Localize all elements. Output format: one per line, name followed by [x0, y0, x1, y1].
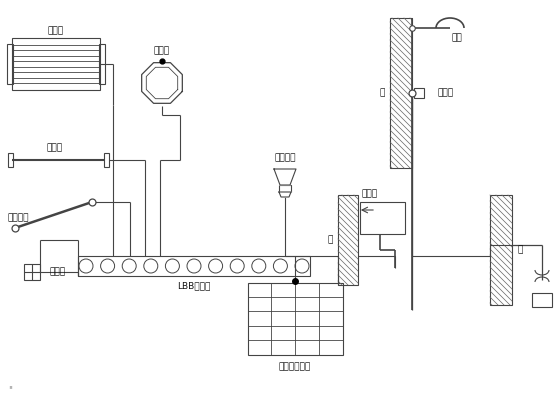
Text: 墙: 墙: [328, 235, 333, 245]
Circle shape: [101, 259, 115, 273]
Text: 金属地漏: 金属地漏: [274, 154, 296, 162]
Text: 墙: 墙: [517, 245, 522, 255]
Bar: [390, 18, 412, 168]
Bar: [414, 88, 424, 98]
Bar: [99, 44, 105, 84]
Circle shape: [165, 259, 179, 273]
Text: 金属扶手: 金属扶手: [8, 213, 30, 223]
Polygon shape: [279, 192, 291, 197]
Text: LBB端子板: LBB端子板: [178, 282, 211, 290]
Text: 洗脸盆: 洗脸盆: [362, 190, 378, 198]
Bar: [24, 264, 40, 280]
Bar: [532, 293, 552, 307]
Polygon shape: [274, 169, 296, 185]
Text: '': '': [8, 385, 13, 395]
Text: 建筑物钓筋网: 建筑物钓筋网: [279, 363, 311, 371]
Bar: [360, 202, 405, 234]
Bar: [7, 44, 13, 84]
Bar: [490, 195, 512, 305]
Circle shape: [187, 259, 201, 273]
Text: 淋浴: 淋浴: [452, 34, 463, 43]
Bar: [8, 153, 13, 167]
Circle shape: [230, 259, 244, 273]
Bar: [78, 256, 310, 276]
Bar: [12, 38, 100, 90]
Circle shape: [295, 259, 309, 273]
Circle shape: [252, 259, 266, 273]
Text: 毛巾枲: 毛巾枲: [154, 47, 170, 55]
Text: 墙: 墙: [380, 89, 385, 97]
Bar: [279, 185, 291, 192]
Text: 给水管: 给水管: [437, 89, 453, 97]
Bar: [248, 283, 343, 355]
Text: 浴帘杆: 浴帘杆: [47, 144, 63, 152]
Bar: [104, 153, 109, 167]
Circle shape: [122, 259, 136, 273]
Circle shape: [273, 259, 287, 273]
Circle shape: [144, 259, 158, 273]
Circle shape: [79, 259, 93, 273]
Bar: [338, 195, 358, 285]
Text: 浴帘枲: 浴帘枲: [48, 26, 64, 36]
Circle shape: [209, 259, 223, 273]
Text: 热水管: 热水管: [50, 267, 66, 277]
